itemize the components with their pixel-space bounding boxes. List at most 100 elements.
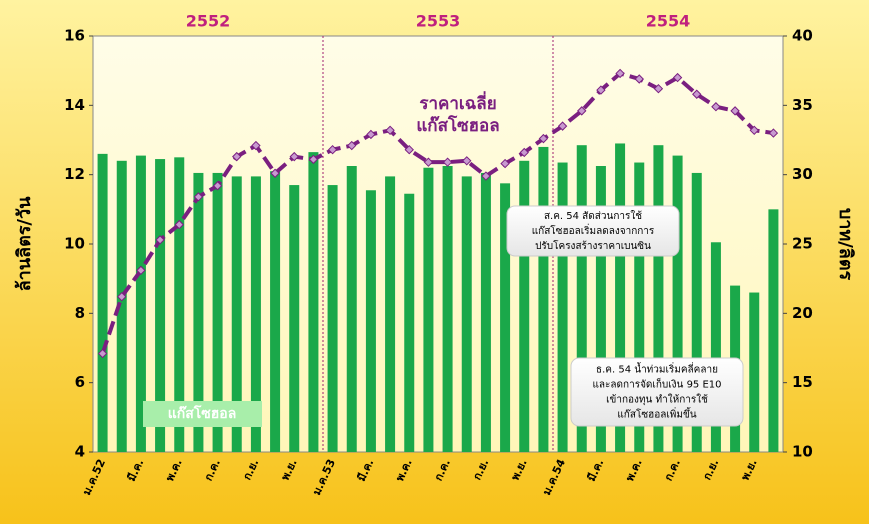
line-marker: [366, 129, 376, 140]
bar: [691, 172, 702, 452]
annotation-box: [506, 205, 680, 257]
y2-tick-label: 15: [792, 373, 813, 391]
line-marker: [730, 106, 740, 116]
line-marker: [519, 147, 529, 158]
line-marker: [711, 102, 721, 112]
y-tick-label: 8: [75, 304, 85, 322]
legend-label: แก๊สโซฮอล: [168, 404, 237, 422]
line-label: แก๊สโซฮอล: [416, 115, 499, 136]
bar: [576, 145, 587, 452]
bar: [116, 160, 127, 453]
line-marker: [768, 128, 779, 138]
y-axis-title: ล้านลิตร/วัน: [14, 196, 35, 292]
bar: [327, 185, 338, 453]
line-marker: [577, 106, 587, 116]
y2-tick-label: 10: [792, 443, 813, 461]
bar: [423, 167, 434, 452]
legend-box: [143, 401, 262, 427]
line-marker: [212, 181, 223, 191]
line-marker: [136, 265, 146, 276]
bar: [270, 171, 281, 452]
bar: [212, 172, 223, 452]
bar: [155, 159, 166, 453]
line-marker: [327, 144, 338, 155]
bar: [461, 176, 472, 452]
line-marker: [672, 72, 683, 83]
line-marker: [347, 140, 357, 151]
y2-tick-label: 20: [792, 304, 813, 322]
line-marker: [557, 121, 568, 131]
bar: [749, 292, 760, 452]
line-label: ราคาเฉลี่ย: [419, 91, 496, 114]
annotation-text: ธ.ค. 54 น้ำท่วมเริ่มคลี่คลาย: [596, 362, 718, 376]
line-marker: [117, 291, 127, 302]
line-marker: [634, 74, 644, 84]
bar: [193, 172, 204, 452]
y2-tick-label: 35: [792, 96, 813, 114]
line-marker: [97, 348, 108, 359]
line-marker: [251, 140, 261, 151]
bar: [710, 242, 721, 452]
line-marker: [308, 154, 319, 165]
line-marker: [615, 68, 625, 79]
year-label: 2553: [416, 12, 461, 31]
bar: [672, 155, 683, 452]
line-marker: [653, 83, 664, 94]
bar: [289, 185, 300, 453]
bar: [500, 183, 511, 453]
year-label: 2554: [646, 12, 691, 31]
bar: [231, 176, 242, 452]
bar: [250, 176, 261, 452]
price-line: [100, 71, 774, 355]
bar: [97, 153, 108, 452]
bar: [519, 160, 530, 453]
line-marker: [692, 89, 702, 99]
line-marker: [155, 235, 165, 245]
line-marker: [174, 219, 184, 230]
bar: [308, 152, 319, 452]
bar: [404, 193, 415, 452]
line-marker: [423, 157, 434, 167]
line-marker: [270, 168, 280, 178]
line-marker: [385, 125, 395, 136]
y-tick-label: 16: [64, 27, 85, 45]
bar: [346, 166, 357, 452]
y-tick-label: 14: [64, 96, 85, 114]
y2-tick-label: 25: [792, 235, 813, 253]
bar: [442, 166, 453, 452]
y-tick-label: 12: [64, 165, 85, 183]
annotation-text: แก๊สโซฮอลเริ่มลดลงจากการ: [532, 223, 655, 237]
bar: [538, 146, 549, 452]
line-marker: [481, 171, 491, 181]
line-marker: [500, 158, 510, 169]
y-tick-label: 4: [75, 443, 85, 461]
bar: [768, 209, 779, 452]
annotation-text: แก๊สโซฮอลเพิ่มขึ้น: [617, 407, 696, 421]
annotation-box: [570, 357, 744, 427]
line-marker: [749, 125, 759, 136]
line-marker: [596, 85, 606, 95]
bar: [634, 162, 645, 453]
y2-tick-label: 30: [792, 165, 813, 183]
bar: [595, 166, 606, 452]
y2-tick-label: 40: [792, 27, 813, 45]
y-tick-label: 10: [64, 235, 85, 253]
bar: [365, 190, 376, 452]
bar: [615, 143, 626, 452]
bar: [135, 155, 146, 452]
line-marker: [442, 157, 453, 167]
line-marker: [538, 133, 549, 144]
line-marker: [289, 151, 299, 162]
y2-axis-title: บาท/ลิตร: [835, 208, 856, 281]
bar: [174, 157, 185, 453]
line-marker: [232, 151, 242, 162]
bar: [385, 176, 396, 452]
line-marker: [404, 144, 414, 155]
annotation-text: เข้ากองทุน ทำให้การใช้: [606, 394, 708, 406]
bar: [653, 145, 664, 452]
line-marker: [193, 192, 204, 202]
line-marker: [462, 156, 472, 166]
annotation-text: และลดการจัดเก็บเงิน 95 E10: [592, 377, 721, 391]
bar: [557, 162, 568, 453]
